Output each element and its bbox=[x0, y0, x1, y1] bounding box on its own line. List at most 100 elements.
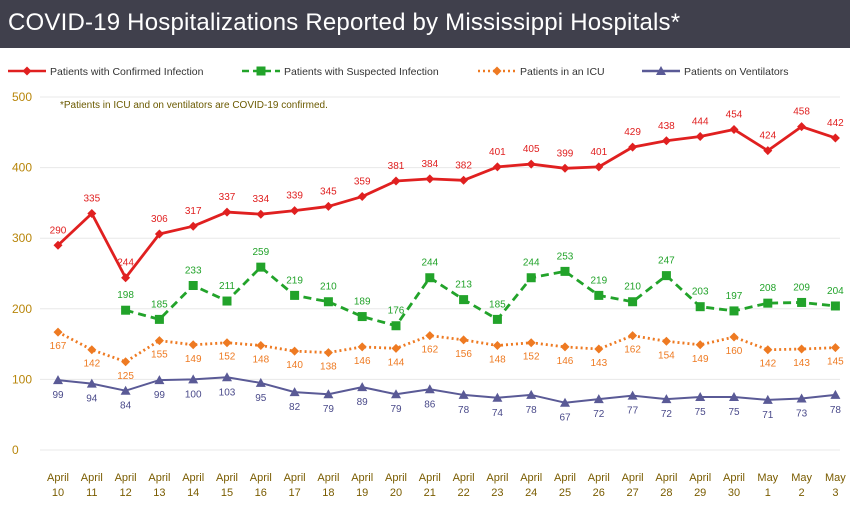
data-label: 253 bbox=[557, 251, 574, 262]
data-label: 144 bbox=[388, 357, 405, 368]
data-point bbox=[526, 338, 536, 348]
data-label: 339 bbox=[286, 191, 303, 202]
data-point bbox=[830, 343, 840, 353]
data-point bbox=[594, 162, 604, 172]
data-label: 458 bbox=[793, 107, 810, 118]
x-tick-label-day: 20 bbox=[390, 487, 402, 499]
data-label: 382 bbox=[455, 160, 472, 171]
data-point bbox=[120, 385, 131, 395]
data-label: 75 bbox=[695, 407, 707, 418]
data-point bbox=[425, 331, 435, 341]
data-label: 198 bbox=[117, 290, 134, 301]
legend-marker bbox=[256, 66, 266, 76]
data-label: 79 bbox=[390, 404, 402, 415]
data-label: 359 bbox=[354, 177, 371, 188]
x-tick-label-day: 17 bbox=[288, 487, 300, 499]
data-label: 203 bbox=[692, 287, 709, 298]
data-label: 210 bbox=[624, 282, 641, 293]
x-tick-label-month: April bbox=[622, 472, 644, 484]
data-label: 78 bbox=[458, 405, 470, 416]
data-point bbox=[255, 377, 266, 387]
data-label: 345 bbox=[320, 186, 337, 197]
data-label: 149 bbox=[692, 354, 709, 365]
data-label: 143 bbox=[793, 358, 810, 369]
x-tick-label-month: May bbox=[791, 472, 812, 484]
data-point bbox=[830, 389, 841, 399]
x-tick-label-month: April bbox=[148, 472, 170, 484]
data-label: 142 bbox=[83, 359, 100, 370]
data-point bbox=[695, 392, 706, 402]
data-label: 244 bbox=[421, 258, 438, 269]
data-label: 156 bbox=[455, 349, 472, 360]
data-label: 94 bbox=[86, 394, 98, 405]
legend-marker bbox=[22, 66, 32, 76]
data-label: 99 bbox=[154, 390, 166, 401]
data-point bbox=[86, 378, 97, 388]
data-label: 384 bbox=[421, 159, 438, 170]
x-tick-label-day: 21 bbox=[424, 487, 436, 499]
x-tick-label-month: April bbox=[588, 472, 610, 484]
data-point bbox=[87, 345, 97, 355]
data-point bbox=[154, 314, 164, 324]
x-tick-label-month: April bbox=[351, 472, 373, 484]
x-tick-label-month: April bbox=[554, 472, 576, 484]
legend-label: Patients in an ICU bbox=[520, 66, 605, 78]
x-tick-label-month: April bbox=[216, 472, 238, 484]
x-tick-label-day: 19 bbox=[356, 487, 368, 499]
data-point bbox=[425, 273, 435, 283]
data-point bbox=[661, 136, 671, 146]
data-label: 89 bbox=[357, 397, 369, 408]
data-point bbox=[323, 348, 333, 358]
data-point bbox=[357, 382, 368, 392]
x-tick-label-day: 25 bbox=[559, 487, 571, 499]
data-point bbox=[391, 321, 401, 331]
data-point bbox=[797, 344, 807, 354]
data-point bbox=[830, 133, 840, 143]
data-label: 247 bbox=[658, 256, 675, 267]
data-label: 219 bbox=[286, 275, 303, 286]
data-label: 233 bbox=[185, 266, 202, 277]
x-tick-label-month: April bbox=[81, 472, 103, 484]
data-point bbox=[594, 290, 604, 300]
x-tick-label-day: 18 bbox=[322, 487, 334, 499]
data-point bbox=[492, 162, 502, 172]
x-tick-label-month: April bbox=[317, 472, 339, 484]
data-label: 95 bbox=[255, 393, 267, 404]
data-label: 146 bbox=[557, 356, 574, 367]
data-point bbox=[763, 146, 773, 156]
data-label: 209 bbox=[793, 282, 810, 293]
legend: Patients with Confirmed Infection Patient… bbox=[8, 66, 788, 78]
data-point bbox=[188, 340, 198, 350]
data-label: 189 bbox=[354, 297, 371, 308]
data-label: 213 bbox=[455, 280, 472, 291]
data-label: 176 bbox=[388, 306, 405, 317]
data-label: 72 bbox=[661, 409, 673, 420]
x-tick-label-day: 14 bbox=[187, 487, 199, 499]
data-label: 67 bbox=[559, 413, 571, 424]
x-tick-label-day: 22 bbox=[457, 487, 469, 499]
data-point bbox=[391, 343, 401, 353]
data-point bbox=[459, 295, 469, 305]
data-point bbox=[526, 389, 537, 399]
data-point bbox=[492, 341, 502, 351]
data-label: 219 bbox=[590, 275, 607, 286]
data-point bbox=[391, 389, 401, 399]
data-label: 143 bbox=[590, 358, 607, 369]
x-tick-label-day: 11 bbox=[86, 487, 97, 499]
x-tick-label-month: April bbox=[250, 472, 272, 484]
data-point bbox=[256, 262, 266, 272]
data-point bbox=[695, 302, 705, 312]
data-label: 162 bbox=[421, 345, 438, 356]
data-point bbox=[695, 132, 705, 142]
x-tick-label-month: April bbox=[655, 472, 677, 484]
data-label: 337 bbox=[219, 192, 236, 203]
x-tick-label-day: 26 bbox=[593, 487, 605, 499]
data-label: 138 bbox=[320, 362, 337, 373]
data-label: 454 bbox=[726, 109, 743, 120]
x-tick-label-day: 15 bbox=[221, 487, 233, 499]
x-tick-label-month: April bbox=[385, 472, 407, 484]
chart-note: *Patients in ICU and on ventilators are … bbox=[60, 100, 328, 111]
data-point bbox=[627, 390, 638, 400]
data-point bbox=[560, 266, 570, 276]
